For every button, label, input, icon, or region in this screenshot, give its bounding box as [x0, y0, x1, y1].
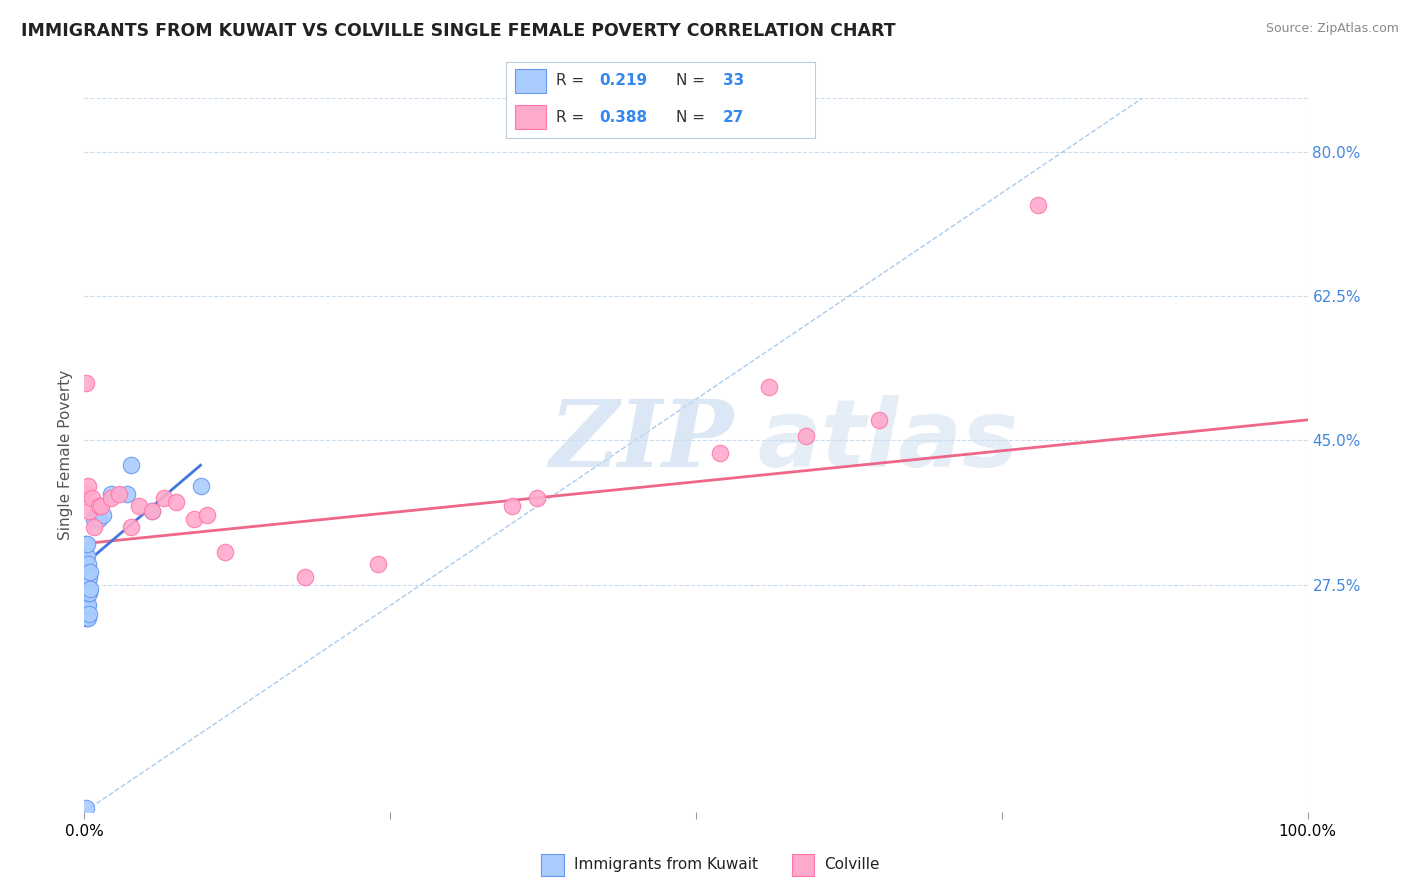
Text: 33: 33	[723, 73, 744, 88]
Text: R =: R =	[555, 73, 589, 88]
Point	[77, 503, 100, 517]
Point	[75, 561, 97, 575]
Point	[77, 586, 100, 600]
Point	[87, 512, 110, 526]
Point	[153, 491, 176, 506]
Point	[77, 599, 100, 613]
Point	[100, 487, 122, 501]
Point	[77, 479, 100, 493]
Text: Immigrants from Kuwait: Immigrants from Kuwait	[574, 857, 758, 871]
Point	[83, 512, 105, 526]
Point	[90, 500, 112, 514]
Point	[83, 520, 105, 534]
Point	[214, 545, 236, 559]
Point	[77, 607, 100, 621]
Point	[77, 611, 100, 625]
Point	[75, 800, 97, 814]
FancyBboxPatch shape	[516, 69, 547, 93]
Text: R =: R =	[555, 110, 589, 125]
Point	[76, 611, 98, 625]
Point	[75, 586, 97, 600]
Point	[75, 549, 97, 563]
Point	[794, 429, 817, 443]
Point	[77, 558, 100, 572]
Point	[76, 536, 98, 550]
Point	[76, 586, 98, 600]
Point	[1028, 198, 1050, 212]
Text: Source: ZipAtlas.com: Source: ZipAtlas.com	[1265, 22, 1399, 36]
Point	[190, 479, 212, 493]
Point	[100, 491, 122, 506]
Point	[869, 413, 891, 427]
Point	[75, 574, 97, 588]
Point	[76, 549, 98, 563]
Point	[183, 512, 205, 526]
Point	[120, 458, 142, 473]
Point	[75, 536, 97, 550]
Point	[367, 558, 389, 572]
FancyBboxPatch shape	[516, 105, 547, 129]
Point	[75, 487, 97, 501]
Point	[77, 569, 100, 583]
Point	[120, 520, 142, 534]
Point	[141, 503, 163, 517]
Point	[76, 599, 98, 613]
Point	[77, 574, 100, 588]
Point	[75, 376, 97, 390]
Point	[195, 508, 218, 522]
Point	[294, 569, 316, 583]
Text: N =: N =	[676, 110, 710, 125]
Point	[76, 574, 98, 588]
Point	[165, 495, 187, 509]
Text: atlas: atlas	[758, 394, 1018, 487]
Text: 0.388: 0.388	[599, 110, 647, 125]
Point	[107, 487, 129, 501]
Text: 0.219: 0.219	[599, 73, 647, 88]
Text: N =: N =	[676, 73, 710, 88]
Point	[758, 380, 780, 394]
Text: ZIP: ZIP	[550, 396, 734, 485]
Text: IMMIGRANTS FROM KUWAIT VS COLVILLE SINGLE FEMALE POVERTY CORRELATION CHART: IMMIGRANTS FROM KUWAIT VS COLVILLE SINGL…	[21, 22, 896, 40]
Point	[141, 503, 163, 517]
Point	[79, 566, 101, 580]
Text: 27: 27	[723, 110, 744, 125]
Point	[709, 446, 731, 460]
Point	[80, 491, 103, 506]
Point	[79, 582, 101, 596]
Y-axis label: Single Female Poverty: Single Female Poverty	[58, 370, 73, 540]
Point	[128, 500, 150, 514]
Point	[76, 561, 98, 575]
Point	[91, 508, 114, 522]
Point	[501, 500, 523, 514]
Text: Colville: Colville	[824, 857, 879, 871]
Point	[115, 487, 138, 501]
Point	[87, 500, 110, 514]
Point	[77, 586, 100, 600]
Point	[75, 599, 97, 613]
Point	[526, 491, 548, 506]
Point	[75, 611, 97, 625]
